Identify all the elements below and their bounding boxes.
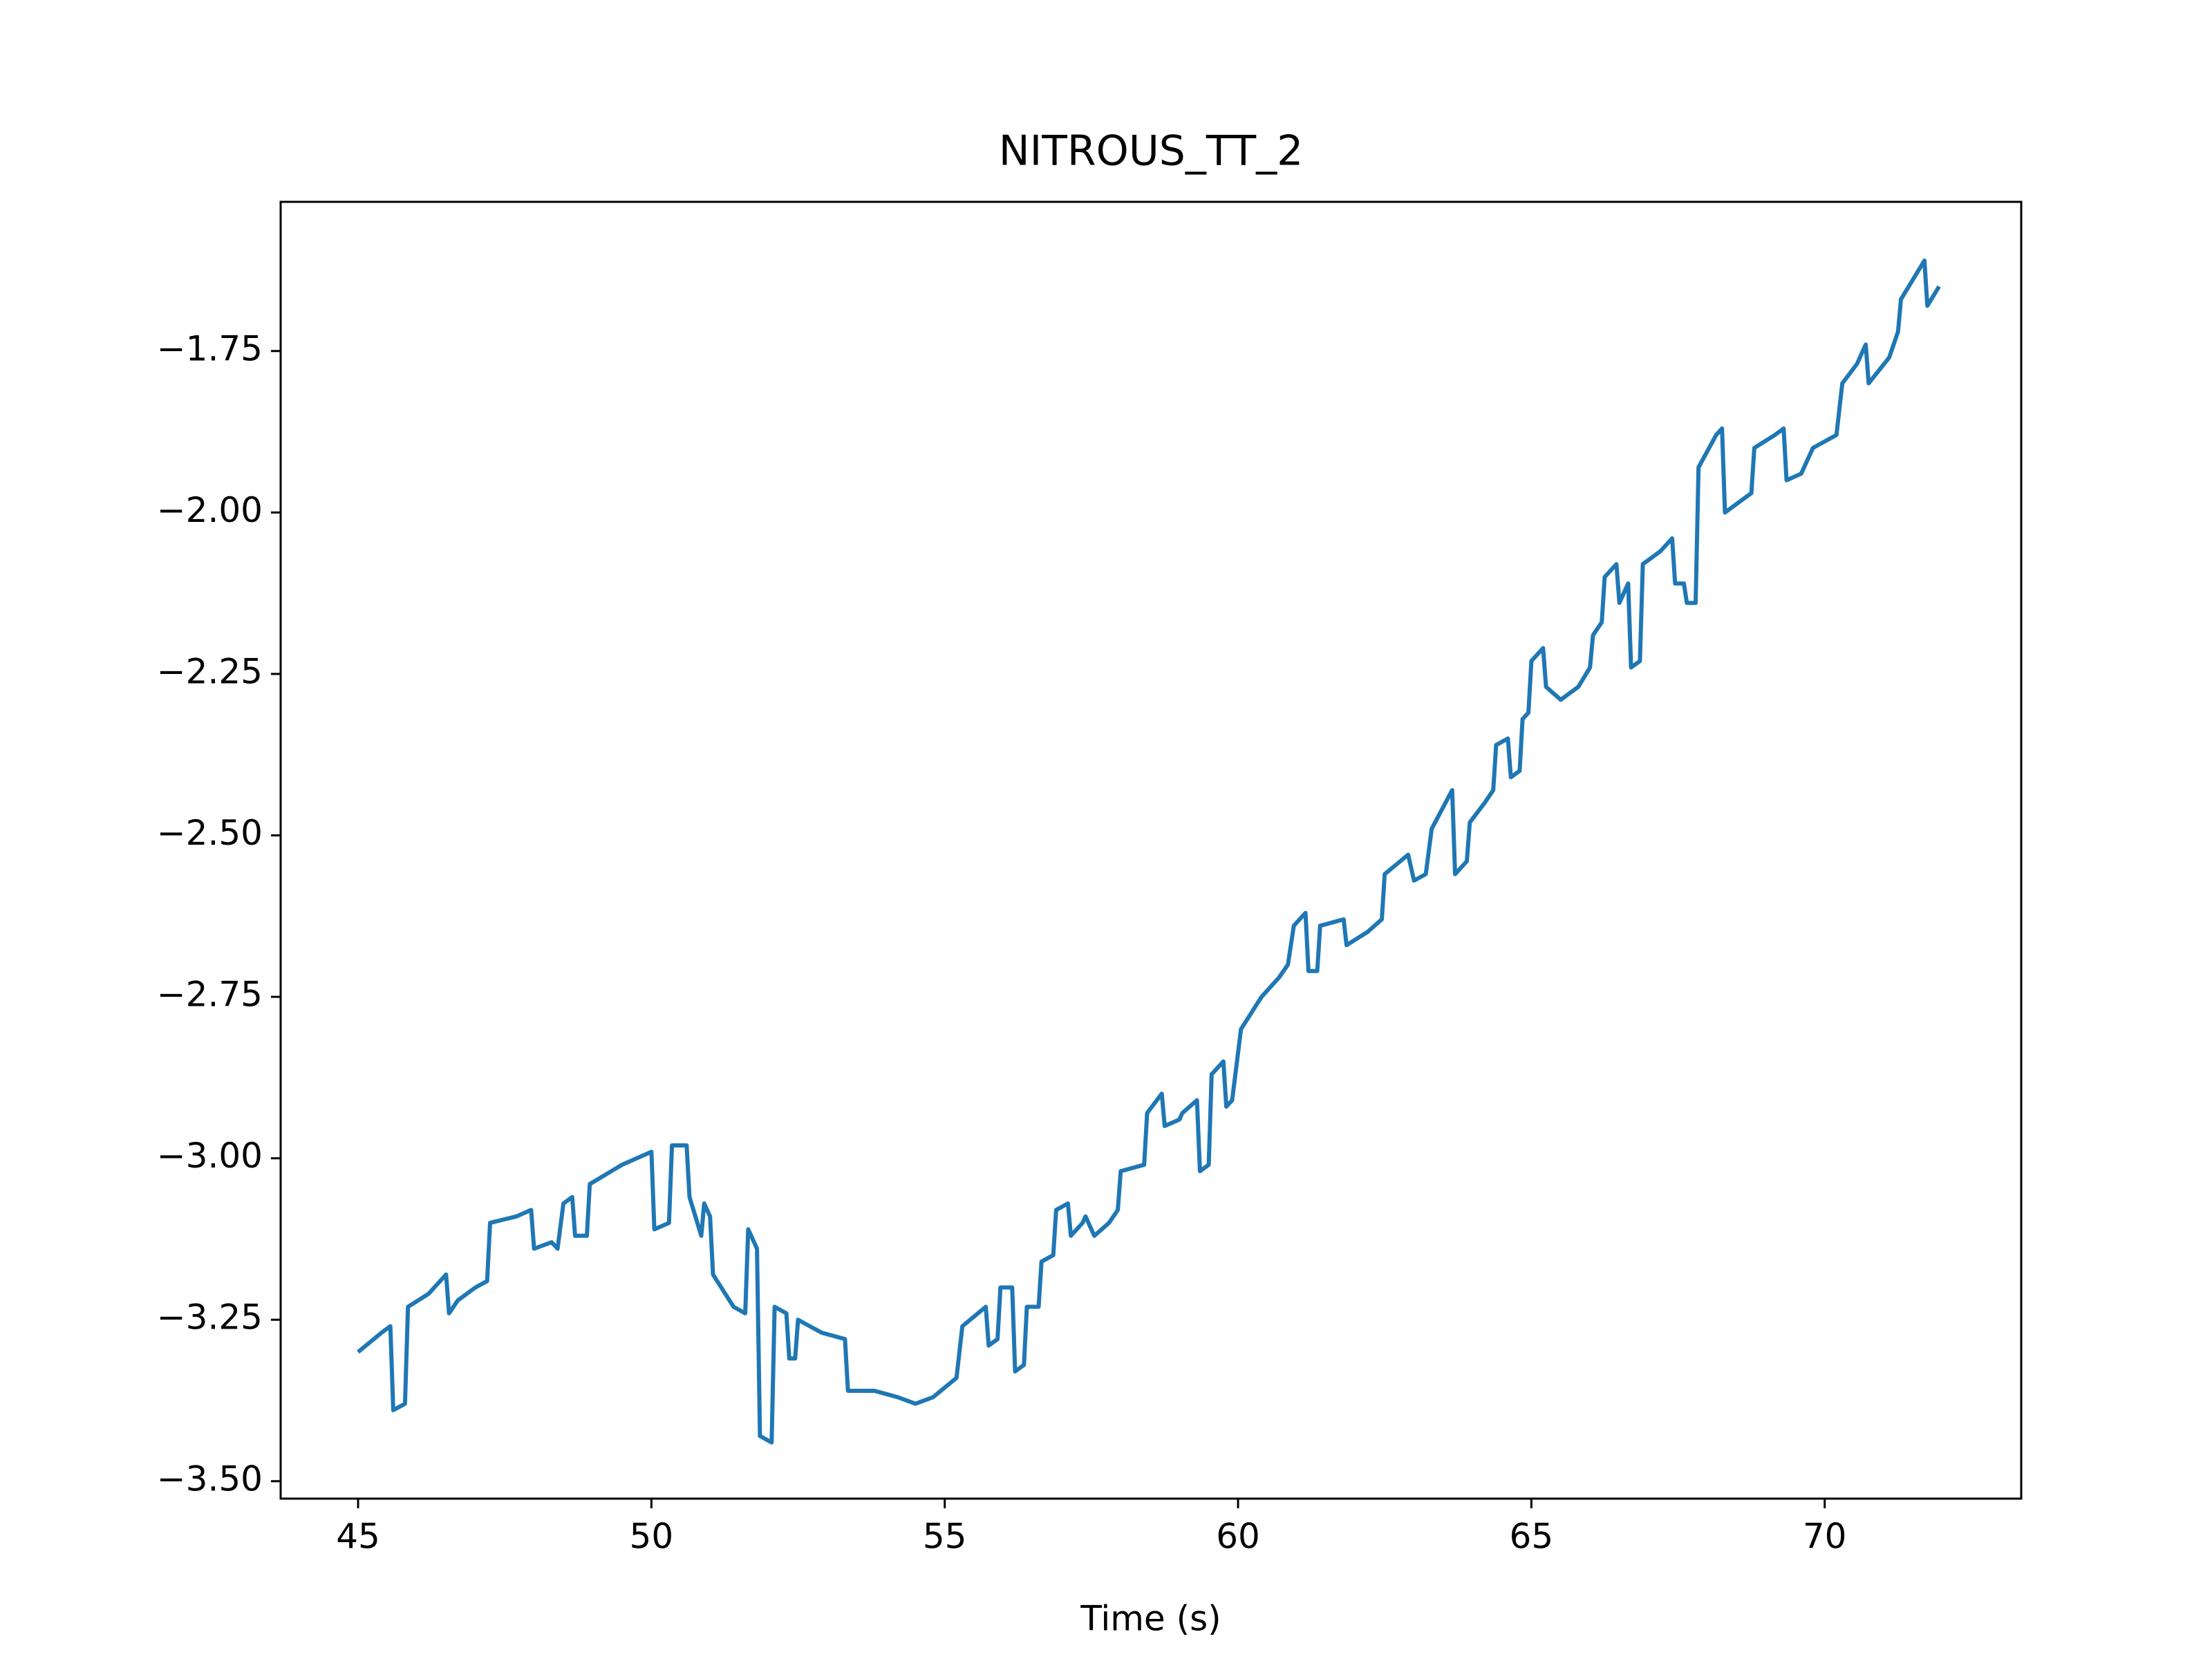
plot-frame bbox=[279, 200, 2023, 1500]
x-tick-label: 50 bbox=[630, 1517, 674, 1557]
x-tick-label: 55 bbox=[923, 1517, 967, 1557]
x-tick-label: 60 bbox=[1216, 1517, 1260, 1557]
x-tick-label: 45 bbox=[336, 1517, 380, 1557]
y-tick-label: −1.75 bbox=[157, 328, 263, 368]
y-tick-label: −3.50 bbox=[157, 1459, 263, 1499]
y-tick-label: −2.00 bbox=[157, 490, 263, 530]
y-tick-label: −3.00 bbox=[157, 1136, 263, 1176]
y-tick-label: −2.50 bbox=[157, 813, 263, 853]
x-tick-label: 70 bbox=[1803, 1517, 1847, 1557]
x-tick-label: 65 bbox=[1510, 1517, 1554, 1557]
x-axis-label: Time (s) bbox=[1080, 1599, 1221, 1639]
y-tick-label: −2.25 bbox=[157, 651, 263, 691]
chart-title: NITROUS_TT_2 bbox=[999, 127, 1304, 176]
data-line bbox=[357, 259, 1941, 1445]
y-tick-label: −2.75 bbox=[157, 975, 263, 1015]
y-tick-label: −3.25 bbox=[157, 1297, 263, 1338]
